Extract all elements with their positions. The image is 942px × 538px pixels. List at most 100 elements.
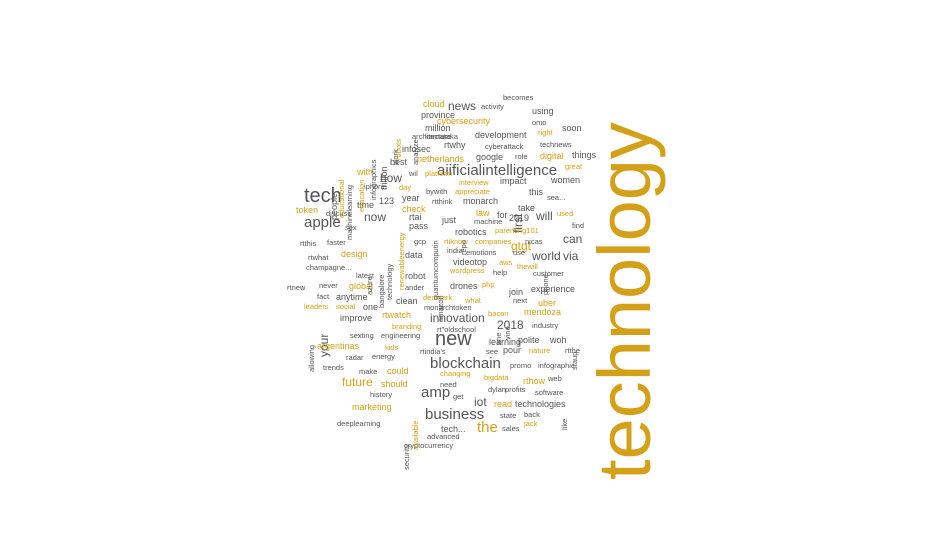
word-rtthe: rtthe (565, 346, 581, 355)
word-rtwhy: rtwhy (444, 140, 466, 150)
word-join: join (509, 287, 524, 297)
word-digital: digital (540, 151, 564, 161)
word-staup: staup (570, 351, 579, 370)
word-dylan: dylan (488, 385, 506, 394)
word-cybersecurity: cybersecurity (437, 116, 491, 126)
word-learning: learning (489, 337, 522, 347)
word-machine: machine (474, 217, 503, 226)
word-future: future (342, 375, 373, 389)
word-rtthink: rtthink (432, 197, 453, 206)
word-how: how (380, 171, 403, 185)
word-google: google (476, 152, 504, 162)
word-one: one (363, 302, 379, 312)
word-rt-oldschool: rt"oldschool (437, 325, 476, 334)
word-changing: changing (440, 369, 471, 378)
word-global: global (349, 281, 374, 291)
word-like: like (560, 418, 569, 430)
word-get: get (453, 392, 464, 401)
word-polite: polite (518, 335, 540, 345)
word-leaders: leaders (304, 302, 329, 311)
word-argentinas: argentinas (317, 341, 360, 351)
word-repo: repo (459, 239, 468, 255)
word-law: law (476, 208, 490, 218)
word-trends: trends (323, 363, 344, 372)
word-latest: latest (356, 271, 374, 280)
word-aws: aws (499, 258, 513, 267)
word-companies: companies (475, 237, 512, 246)
word-netherlands: netherlands (417, 154, 465, 164)
word-rtwhat: rtwhat (308, 253, 329, 262)
word-technology: technology (583, 122, 666, 480)
word-robots: robots (394, 139, 403, 160)
word-engineering: engineering (381, 331, 421, 340)
word-wil: wil (409, 169, 418, 178)
word-innovation: innovation (430, 311, 485, 325)
word-anytime: anytime (336, 292, 368, 302)
word-data: data (405, 250, 423, 260)
word-denmark: denmark (423, 293, 453, 302)
word-next: next (513, 296, 528, 305)
word-just: just (442, 215, 457, 225)
word-things: things (572, 150, 597, 160)
word-omo: omo (532, 118, 547, 127)
word-india: india (447, 246, 463, 255)
word-pour: pour (503, 345, 522, 355)
word-great: great (565, 162, 583, 171)
word-can: can (563, 232, 583, 246)
word-make: make (359, 367, 378, 376)
word-improve: improve (340, 313, 373, 323)
word-platform: platform (425, 169, 453, 178)
word-uber: uber (538, 298, 557, 308)
word-read: read (494, 399, 513, 409)
word-gtgt: gtgt (511, 239, 532, 253)
word-jack: jack (524, 419, 538, 428)
word-infographics: infographics (369, 159, 378, 200)
word-fact: fact (317, 292, 330, 301)
word-software: software (535, 388, 564, 397)
word-123: 123 (379, 196, 395, 206)
word-customer: customer (533, 269, 564, 278)
word-rtai: rtai (409, 212, 422, 222)
word-help: help (493, 268, 508, 277)
word-day: day (399, 183, 412, 192)
word-bangalore: bangalore (377, 274, 386, 308)
word-used: used (557, 209, 574, 218)
word-iot: iot (474, 395, 487, 409)
word-vine: vine (503, 326, 512, 340)
word-web: web (548, 374, 562, 383)
word-infographic: infographic (538, 361, 575, 370)
word-appreciate: appreciate (455, 187, 491, 196)
word-quantumcomputin: quantumcomputin (431, 240, 440, 300)
word-drones: drones (450, 281, 478, 291)
word-province: province (421, 110, 456, 120)
word-ander: ander (405, 283, 425, 292)
word-sex: sex (345, 223, 357, 232)
word-nature: nature (529, 346, 551, 355)
word-promo: promo (510, 361, 532, 370)
word-mendoza: mendoza (524, 307, 562, 317)
word-kids: kids (385, 343, 399, 352)
word-never: never (319, 281, 338, 290)
word-sales: sales (502, 424, 520, 433)
word-back: back (524, 410, 540, 419)
word-use: use (513, 248, 526, 257)
word-right: right (538, 128, 553, 137)
word-nicas: nicas (525, 237, 543, 246)
word-tech: tech (304, 185, 342, 207)
word-for: for (497, 210, 508, 220)
word-news: news (448, 99, 477, 113)
word-pass: pass (409, 221, 429, 231)
word-2019: 2019 (509, 213, 530, 223)
word-monarchtoken: monarchtoken (424, 303, 472, 312)
word-sea: sea... (547, 193, 566, 202)
word-trillion: trillion (379, 166, 389, 190)
word-technology-1: technology (385, 263, 394, 300)
word-new: new (435, 328, 472, 350)
word-via: via (563, 249, 579, 263)
word-apple: apple (304, 214, 341, 231)
word-interview: interview (459, 178, 489, 187)
word-rtthis: rtthis (300, 239, 317, 248)
word-token: token (296, 205, 319, 215)
word-experience: experience (531, 284, 576, 294)
word-rtwatch: rtwatch (382, 310, 412, 320)
